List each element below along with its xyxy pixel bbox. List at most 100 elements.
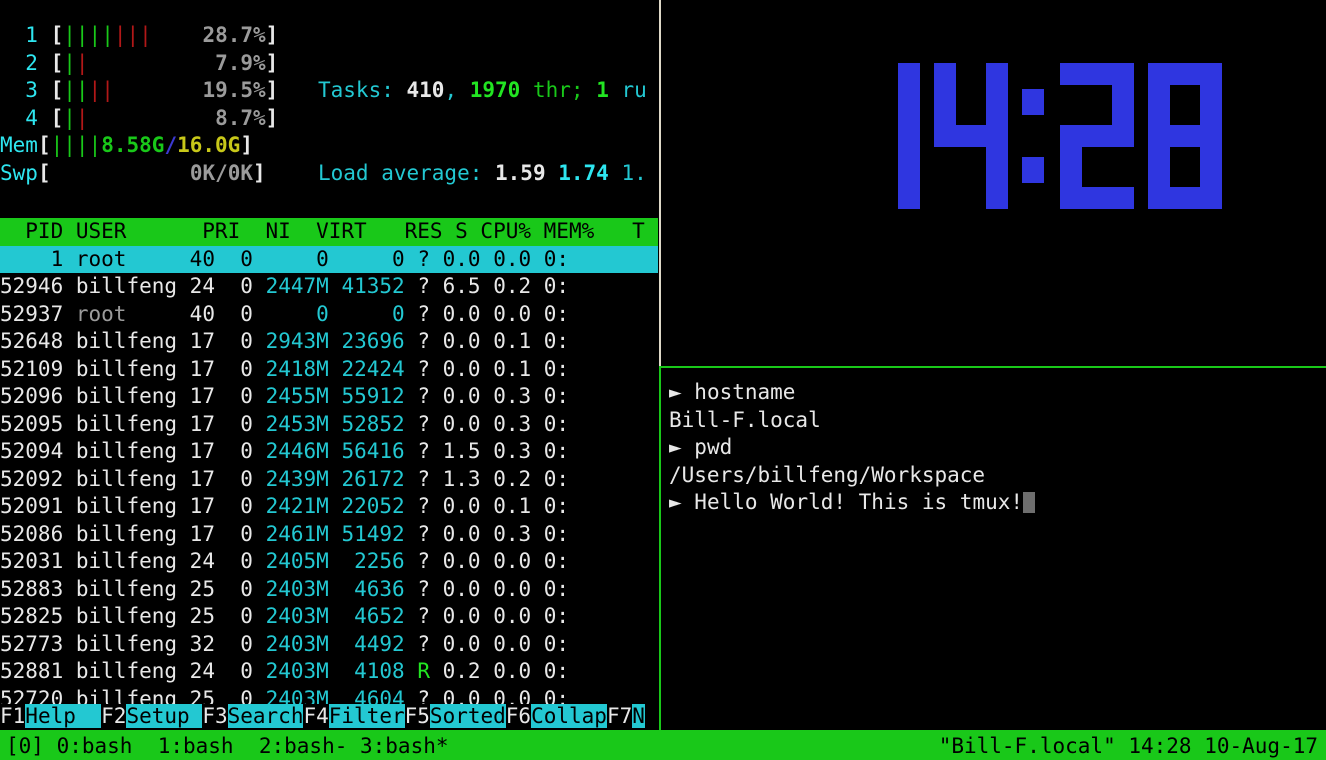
load-average-row: Load average: 1.59 1.74 1. — [318, 160, 647, 188]
htop-pane[interactable]: 1 [||||||| 28.7%] 2 [|| 7.9%] 3 [|||| 19… — [0, 0, 658, 730]
process-table-body[interactable]: 1 root 40 0 0 0 ? 0.0 0.0 0: 52946 billfe… — [0, 245, 658, 714]
fkey-f3-key[interactable]: F3 — [202, 704, 228, 728]
process-state: ? — [417, 439, 430, 463]
process-row[interactable]: 52946 billfeng 24 0 2447M 41352 ? 6.5 0.… — [0, 273, 658, 301]
tmux-window-list[interactable]: [0] 0:bash 1:bash 2:bash- 3:bash* — [6, 734, 449, 758]
mem-used: 8.58G — [101, 133, 165, 157]
process-pri: 17 — [189, 356, 215, 381]
clock-digit-1 — [934, 63, 1008, 209]
process-pid: 52946 — [0, 274, 64, 298]
meter-bracket-open: [ — [37, 160, 51, 185]
thread-label: thr; — [520, 78, 597, 102]
process-row[interactable]: 52881 billfeng 24 0 2403M 4108 R 0.2 0.0… — [0, 658, 658, 686]
htop-function-key-bar[interactable]: F1Help F2Setup F3SearchF4FilterF5SortedF… — [0, 703, 658, 730]
tmux-status-bar[interactable]: [0] 0:bash 1:bash 2:bash- 3:bash* "Bill-… — [0, 730, 1326, 760]
meter-bracket-open: [ — [37, 105, 64, 130]
fkey-f5-key[interactable]: F5 — [404, 704, 430, 728]
fkey-f1-key[interactable]: F1 — [0, 704, 26, 728]
process-user: billfeng — [75, 411, 190, 436]
process-pid: 52095 — [0, 411, 64, 436]
process-row[interactable]: 52648 billfeng 17 0 2943M 23696 ? 0.0 0.… — [0, 328, 658, 356]
process-row[interactable]: 52096 billfeng 17 0 2455M 55912 ? 0.0 0.… — [0, 383, 658, 411]
shell-prompt-icon: ► — [669, 380, 695, 404]
fkey-f2-key[interactable]: F2 — [101, 704, 127, 728]
meter-bracket-close: ] — [265, 50, 279, 75]
meter-bracket-close: ] — [240, 133, 253, 157]
load-5min: 1.74 — [558, 160, 609, 185]
process-cpu: 0.0 — [429, 411, 481, 436]
process-row[interactable]: 52109 billfeng 17 0 2418M 22424 ? 0.0 0.… — [0, 356, 658, 384]
htop-meters: 1 [||||||| 28.7%] 2 [|| 7.9%] 3 [|||| 19… — [0, 22, 278, 187]
process-state: ? — [417, 411, 430, 436]
process-mem: 0.3 — [480, 439, 532, 463]
process-row[interactable]: 52825 billfeng 25 0 2403M 4652 ? 0.0 0.0… — [0, 603, 658, 631]
process-time: 0: — [543, 301, 570, 326]
process-row[interactable]: 52031 billfeng 24 0 2405M 2256 ? 0.0 0.0… — [0, 548, 658, 576]
process-row[interactable]: 52094 billfeng 17 0 2446M 56416 ? 1.5 0.… — [0, 438, 658, 466]
process-time: 0: — [543, 549, 570, 573]
cpu-meter-2: 2 [|| 7.9%] — [0, 50, 279, 75]
process-res: 22424 — [341, 356, 405, 381]
process-virt: 2403M — [252, 631, 329, 656]
process-row[interactable]: 52091 billfeng 17 0 2421M 22052 ? 0.0 0.… — [0, 493, 658, 521]
tty-clock-pane[interactable] — [661, 0, 1326, 366]
process-user: billfeng — [75, 274, 190, 298]
shell-command-line: ► pwd — [669, 434, 1326, 462]
running-label: ru — [608, 78, 647, 102]
process-pid: 52109 — [0, 356, 64, 381]
process-row[interactable]: 52086 billfeng 17 0 2461M 51492 ? 0.0 0.… — [0, 521, 658, 549]
process-pri: 17 — [189, 466, 215, 491]
clock-digit-0 — [846, 63, 920, 209]
process-state: ? — [417, 604, 430, 628]
process-cpu: 0.0 — [429, 246, 481, 271]
fkey-f6-key[interactable]: F6 — [505, 704, 532, 728]
pane-divider-vertical-inactive[interactable] — [659, 0, 661, 366]
fkey-f4-key[interactable]: F4 — [303, 704, 329, 728]
cpu-meter-label: 1 — [0, 23, 38, 47]
process-pri: 25 — [189, 604, 215, 628]
process-user: billfeng — [75, 549, 190, 573]
process-row[interactable]: 52883 billfeng 25 0 2403M 4636 ? 0.0 0.0… — [0, 576, 658, 604]
fkey-f7-key[interactable]: F7 — [606, 704, 633, 728]
pane-divider-vertical-active[interactable] — [659, 366, 661, 730]
process-pri: 32 — [189, 631, 215, 656]
shell-pane[interactable]: ► hostname Bill-F.local ► pwd/Users/billfe… — [661, 369, 1326, 730]
fkey-f7-label[interactable]: N — [632, 704, 645, 728]
process-virt: 0 — [252, 246, 329, 271]
shell-line-text: Bill-F.local — [669, 407, 821, 432]
process-pri: 40 — [189, 246, 215, 271]
process-time: 0: — [543, 466, 570, 491]
fkey-f1-label[interactable]: Help — [25, 704, 102, 728]
process-virt: 2439M — [252, 466, 329, 491]
pane-divider-horizontal-active[interactable] — [661, 366, 1326, 368]
fkey-f4-label[interactable]: Filter — [328, 704, 405, 728]
process-res: 2256 — [341, 549, 405, 573]
process-state: ? — [417, 274, 430, 298]
fkey-f6-label[interactable]: Collap — [531, 704, 607, 728]
process-ni: 0 — [240, 411, 253, 436]
process-time: 0: — [543, 384, 570, 408]
cpu-meter-3: 3 [|||| 19.5%] — [0, 78, 279, 102]
mem-meter-label: Mem — [0, 133, 38, 157]
fkey-f3-label[interactable]: Search — [227, 704, 304, 728]
fkey-f2-label[interactable]: Setup — [126, 704, 203, 728]
process-pri: 24 — [189, 659, 215, 683]
process-row[interactable]: 52092 billfeng 17 0 2439M 26172 ? 1.3 0.… — [0, 466, 658, 494]
process-res: 4492 — [341, 631, 405, 656]
tasks-total: 410 — [406, 78, 445, 102]
meter-bracket-close: ] — [265, 23, 279, 47]
process-time: 0: — [543, 411, 570, 436]
process-row[interactable]: 52937 root 40 0 0 0 ? 0.0 0.0 0: — [0, 301, 658, 329]
process-state: ? — [417, 329, 430, 353]
process-row[interactable]: 52773 billfeng 32 0 2403M 4492 ? 0.0 0.0… — [0, 631, 658, 659]
fkey-f5-label[interactable]: Sorted — [429, 704, 506, 728]
running-count: 1 — [596, 78, 609, 102]
process-row[interactable]: 1 root 40 0 0 0 ? 0.0 0.0 0: — [0, 245, 658, 273]
process-user: billfeng — [75, 631, 190, 656]
process-res: 23696 — [341, 329, 405, 353]
process-row[interactable]: 52095 billfeng 17 0 2453M 52852 ? 0.0 0.… — [0, 411, 658, 439]
process-table-header[interactable]: PID USER PRI NI VIRT RES S CPU% MEM% T — [0, 218, 658, 246]
process-pri: 25 — [189, 576, 215, 601]
clock-display — [846, 63, 1236, 209]
shell-command-line[interactable]: ► Hello World! This is tmux! — [669, 489, 1326, 517]
